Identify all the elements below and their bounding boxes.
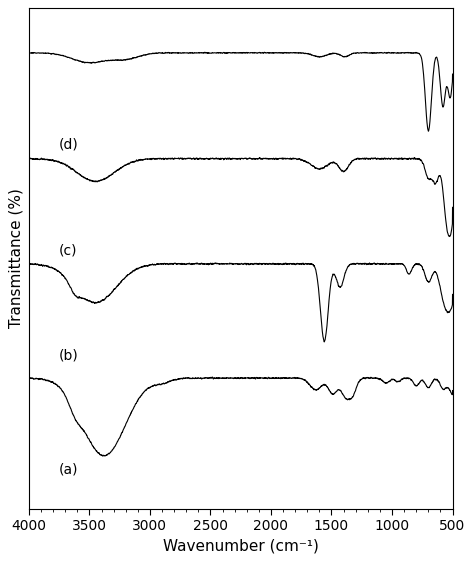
Text: (d): (d)	[59, 138, 79, 152]
Text: (b): (b)	[59, 348, 79, 362]
Text: (c): (c)	[59, 243, 78, 257]
X-axis label: Wavenumber (cm⁻¹): Wavenumber (cm⁻¹)	[163, 538, 319, 554]
Y-axis label: Transmittance (%): Transmittance (%)	[9, 189, 23, 328]
Text: (a): (a)	[59, 463, 79, 477]
